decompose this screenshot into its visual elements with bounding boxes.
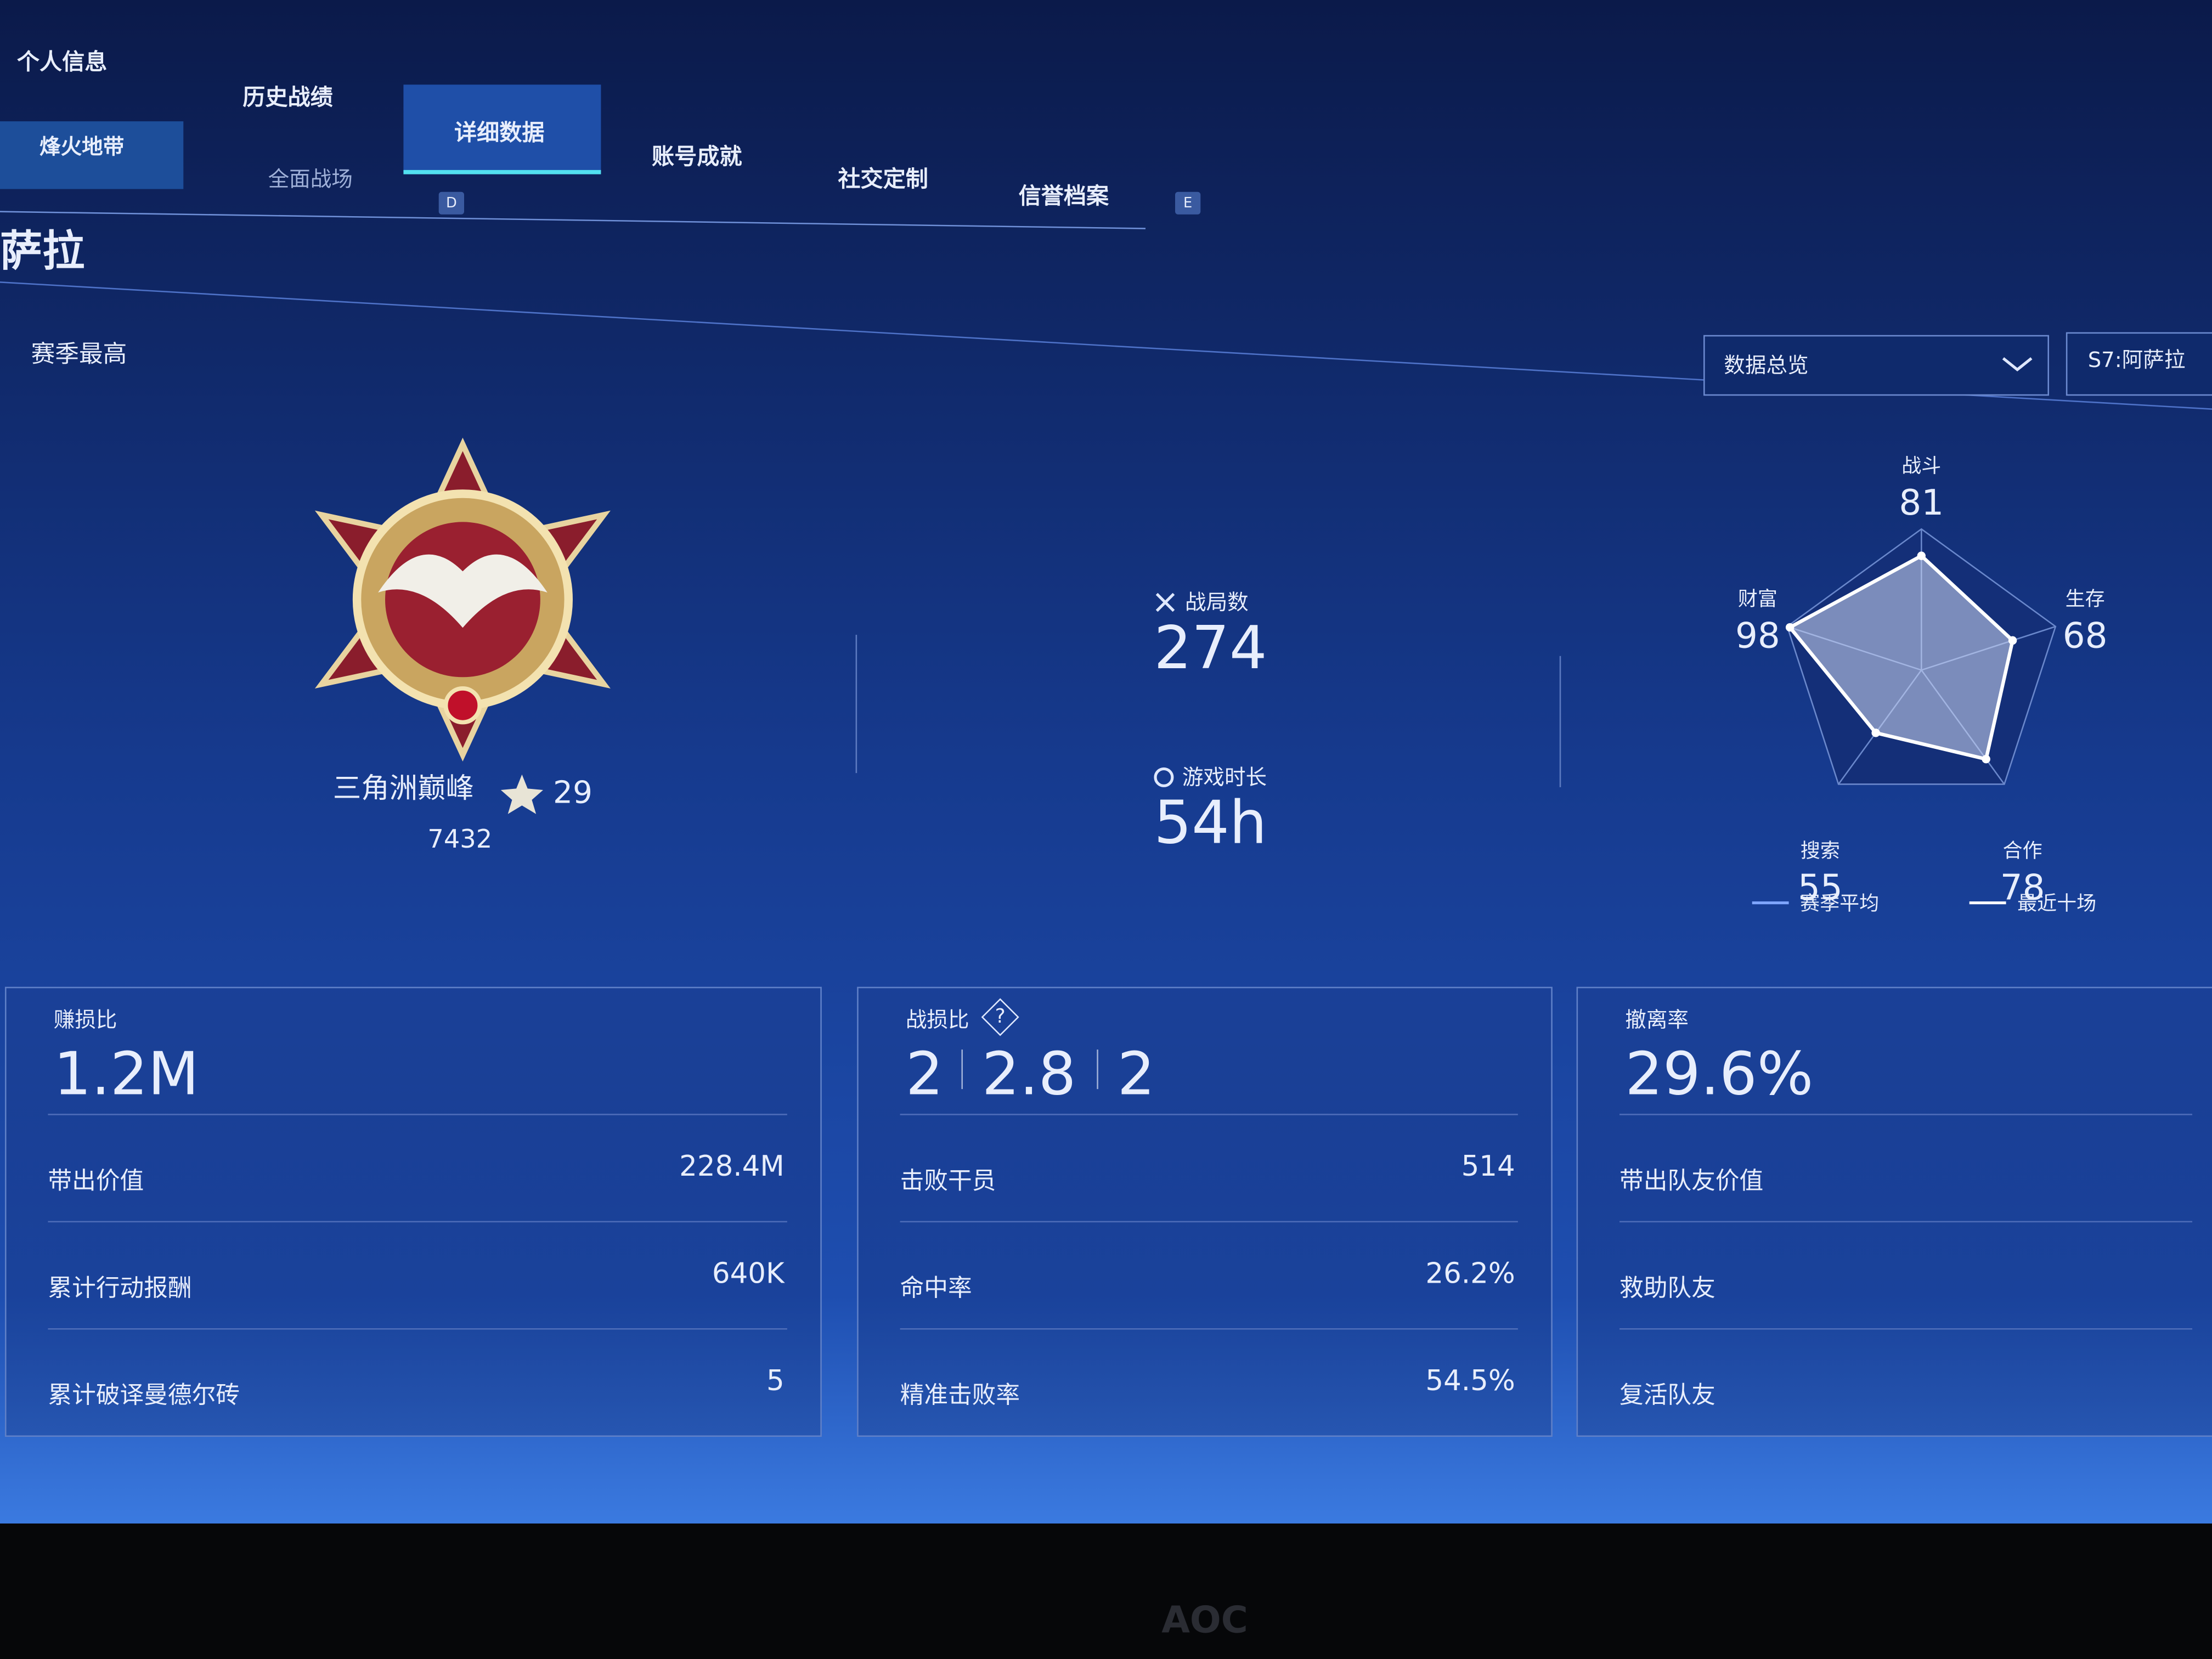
season-selector[interactable] — [2066, 332, 2212, 396]
row-label: 救助队友 — [1620, 1274, 1716, 1302]
legend-label: 赛季平均 — [1800, 892, 1879, 915]
top-tab[interactable]: 详细数据 — [454, 119, 545, 145]
rank-score: 7432 — [427, 824, 492, 854]
panel-headline: 29.6% — [1625, 1040, 1813, 1108]
radar-point — [1785, 623, 1795, 632]
summary-value: 274 — [1154, 614, 1267, 682]
time-icon — [1154, 767, 1174, 787]
radar-axis-label: 搜索 — [1801, 839, 1840, 862]
stat-panel — [857, 986, 1553, 1437]
radar-axis-value: 98 — [1735, 616, 1780, 657]
rank-name: 三角洲巅峰 — [333, 772, 474, 805]
mode-tab[interactable]: 烽火地带 — [40, 135, 124, 160]
panel-headline: 1.2M — [54, 1040, 199, 1108]
row-label: 累计破译曼德尔砖 — [48, 1381, 240, 1409]
matches-icon — [1155, 592, 1175, 612]
radar-axis-value: 55 — [1798, 867, 1843, 908]
key-hint-box — [438, 191, 464, 215]
star-icon — [500, 774, 543, 814]
panel-headline: 2 — [1118, 1040, 1155, 1108]
radar-point — [1917, 551, 1926, 560]
radar-point — [1871, 729, 1880, 737]
season-best-label: 赛季最高 — [31, 340, 127, 368]
key-hint: E — [1183, 195, 1192, 211]
rank-medal — [314, 437, 611, 761]
row-value: 26.2% — [1425, 1257, 1515, 1290]
row-label: 累计行动报酬 — [48, 1274, 191, 1302]
legend-label: 最近十场 — [2017, 892, 2096, 915]
top-tab[interactable]: 账号成就 — [652, 143, 742, 170]
row-value: 640K — [712, 1257, 785, 1290]
panel-title: 赚损比 — [54, 1008, 117, 1032]
stat-panel — [4, 986, 822, 1437]
top-tab[interactable]: 历史战绩 — [242, 84, 333, 110]
panel-title: 撤离率 — [1625, 1008, 1689, 1032]
map-title: 萨拉 — [0, 227, 84, 276]
top-tab[interactable]: 信誉档案 — [1019, 183, 1109, 209]
monitor-brand: AOC — [1161, 1599, 1248, 1641]
dropdown-arrow — [2002, 357, 2033, 372]
key-hint-box — [1175, 191, 1201, 215]
rank-stars: 29 — [553, 774, 592, 810]
radar-axis-label: 生存 — [2066, 588, 2105, 611]
summary-label: 战局数 — [1185, 590, 1249, 615]
row-value: 54.5% — [1425, 1364, 1515, 1397]
row-label: 击败干员 — [900, 1167, 996, 1195]
panel-headline: 2.8 — [982, 1040, 1076, 1108]
radar-point — [2008, 636, 2017, 645]
mode-tab[interactable]: 全面战场 — [268, 167, 353, 192]
top-tab[interactable]: 个人信息 — [17, 49, 108, 75]
help-mark[interactable]: ? — [995, 1005, 1006, 1028]
active-mode-bg — [0, 121, 184, 189]
radar-axis-label: 合作 — [2003, 839, 2042, 862]
row-label: 带出队友价值 — [1620, 1167, 1763, 1195]
dropdown-label[interactable]: 数据总览 — [1724, 353, 1808, 378]
radar-axis-value: 68 — [2063, 616, 2108, 657]
help-icon[interactable] — [981, 998, 1019, 1036]
tab-divider — [0, 211, 1146, 229]
radar-area — [1787, 554, 2015, 761]
panel-headline: 2 — [906, 1040, 944, 1108]
monitor-bezel — [0, 1523, 2212, 1659]
row-label: 复活队友 — [1620, 1381, 1716, 1409]
row-label: 命中率 — [900, 1274, 972, 1302]
summary-value: 54h — [1154, 789, 1267, 857]
key-hint: D — [446, 195, 457, 211]
radar-axis-label: 战斗 — [1901, 455, 1941, 477]
radar-axis-value: 78 — [2000, 867, 2045, 908]
season-label[interactable]: S7:阿萨拉 — [2088, 348, 2186, 373]
row-value: 5 — [766, 1364, 785, 1397]
top-tab[interactable]: 社交定制 — [838, 166, 928, 192]
row-value: 228.4M — [679, 1150, 785, 1183]
row-label: 带出价值 — [48, 1167, 144, 1195]
radar-point — [1982, 754, 1990, 764]
active-tab-bg — [403, 84, 601, 172]
dropdown[interactable] — [1703, 335, 2050, 396]
summary-label: 游戏时长 — [1182, 765, 1267, 790]
radar-axis-value: 81 — [1899, 482, 1944, 523]
row-label: 精准击败率 — [900, 1381, 1020, 1409]
stat-panel — [1576, 986, 2212, 1437]
panel-title: 战损比 — [906, 1008, 969, 1032]
row-value: 514 — [1462, 1150, 1515, 1183]
radar-axis-label: 财富 — [1738, 588, 1778, 611]
